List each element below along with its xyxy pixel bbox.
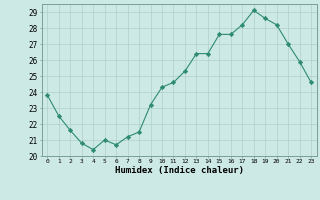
X-axis label: Humidex (Indice chaleur): Humidex (Indice chaleur) [115,166,244,175]
